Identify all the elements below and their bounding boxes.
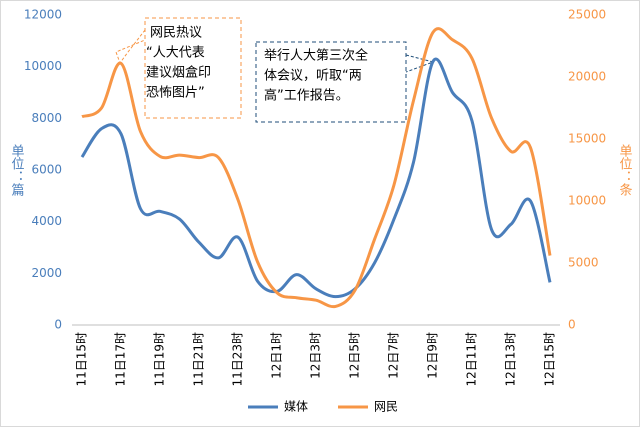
y-tick-label: 0 <box>54 318 62 332</box>
annotation-text: 建议烟盒印 <box>146 65 211 81</box>
annotation-text: 恐怖图片” <box>146 85 205 101</box>
series-line <box>80 57 552 299</box>
y-tick-label: 6000 <box>31 163 62 177</box>
y2-axis-label: 单位：条 <box>617 144 633 196</box>
x-tick-label: 11日15时 <box>75 332 89 387</box>
x-tick-label: 12日13时 <box>504 332 518 387</box>
legend-label: 网民 <box>374 400 398 414</box>
annotation-text: 网民热议 <box>150 26 202 41</box>
x-tick-label: 12日7时 <box>387 332 401 379</box>
y-tick-label: 8000 <box>31 111 62 125</box>
y2-tick-label: 25000 <box>568 8 606 22</box>
annotation-text: 高”工作报告。 <box>264 88 349 104</box>
x-tick-label: 11日19时 <box>153 332 167 387</box>
x-tick-label: 12日5时 <box>348 332 362 379</box>
annotation-text: “人大代表 <box>146 46 205 61</box>
x-tick-label: 12日1时 <box>270 332 284 379</box>
y-tick-label: 10000 <box>24 59 62 73</box>
y-axis-label: 单位：篇 <box>9 144 25 196</box>
y-tick-label: 4000 <box>31 214 62 228</box>
x-tick-label: 11日17时 <box>114 332 128 387</box>
y2-tick-label: 15000 <box>568 132 606 146</box>
x-tick-label: 11日21时 <box>192 332 206 387</box>
x-tick-label: 12日3时 <box>309 332 323 379</box>
x-tick-label: 12日9时 <box>426 332 440 379</box>
y-tick-label: 12000 <box>24 8 62 22</box>
y2-tick-label: 5000 <box>568 256 599 270</box>
annotation-box <box>255 41 407 123</box>
annotation-text: 体会议，听取“两 <box>264 69 362 84</box>
x-tick-label: 12日15时 <box>543 332 557 387</box>
y2-tick-label: 0 <box>568 318 576 332</box>
legend-label: 媒体 <box>284 400 308 414</box>
x-tick-label: 11日23时 <box>231 332 245 387</box>
y-tick-label: 2000 <box>31 266 62 280</box>
x-tick-label: 12日11时 <box>465 332 479 387</box>
y2-tick-label: 20000 <box>568 70 606 84</box>
annotation-text: 举行人大第三次全 <box>264 48 368 64</box>
y2-tick-label: 10000 <box>568 194 606 208</box>
annotation-box <box>144 17 242 119</box>
series-line <box>81 27 552 309</box>
